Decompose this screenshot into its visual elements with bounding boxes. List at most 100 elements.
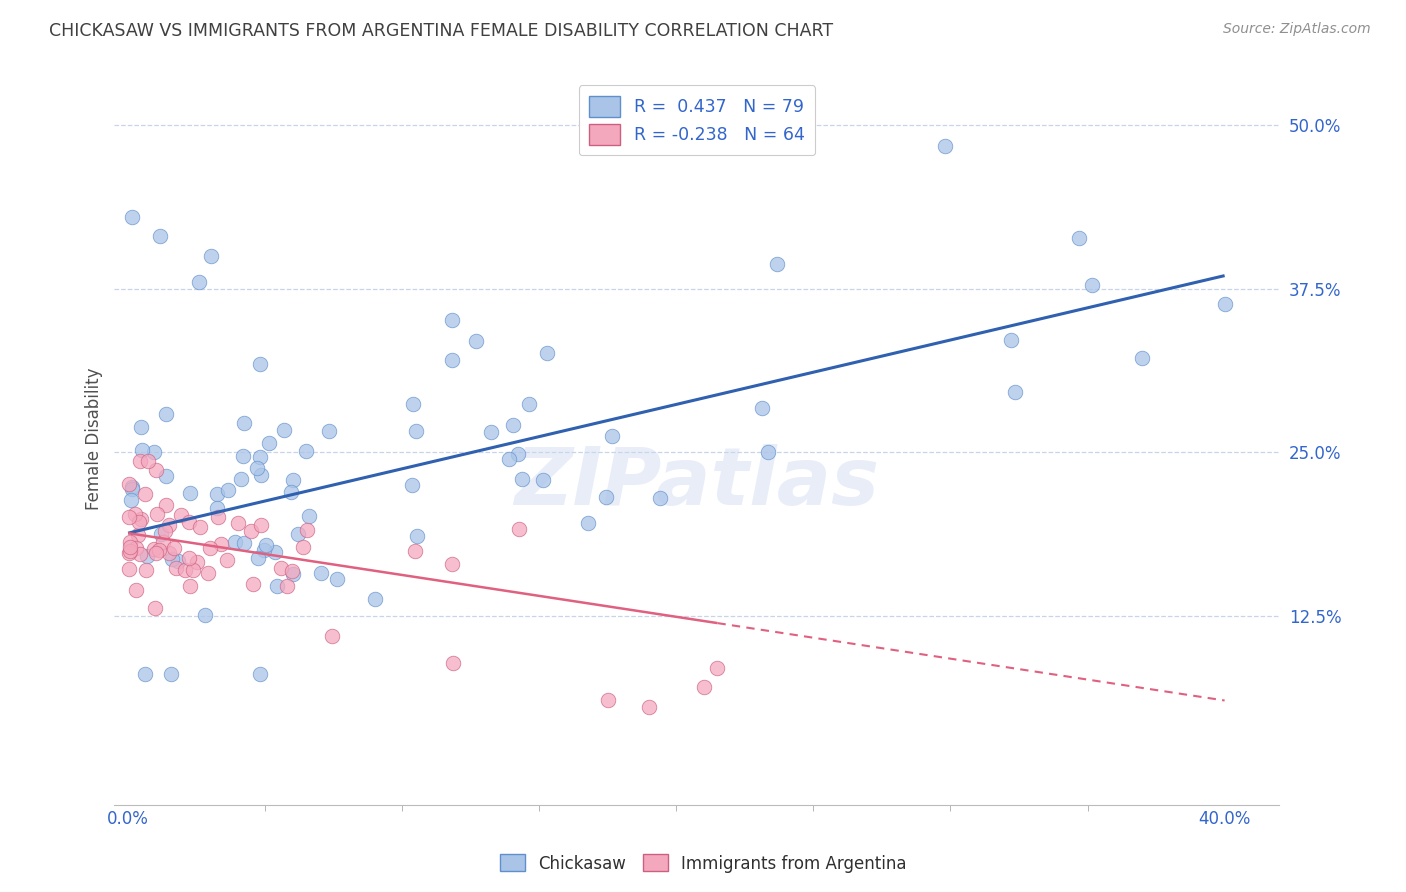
Point [207, 487, 229, 501]
Point [405, 424, 427, 438]
Point [253, 542, 276, 557]
Point [194, 607, 217, 622]
Point [228, 516, 250, 531]
Point [118, 545, 141, 559]
Point [120, 492, 142, 507]
Point [224, 534, 246, 549]
Point [157, 546, 180, 560]
Point [273, 423, 295, 437]
Point [247, 551, 270, 566]
Point [531, 473, 554, 487]
Point [756, 445, 779, 459]
Point [145, 463, 167, 477]
Point [506, 448, 529, 462]
Point [143, 600, 166, 615]
Point [576, 516, 599, 531]
Point [693, 681, 716, 695]
Point [257, 435, 280, 450]
Point [706, 661, 728, 675]
Point [751, 401, 773, 415]
Point [217, 483, 239, 497]
Point [145, 546, 167, 560]
Point [121, 210, 143, 224]
Point [150, 526, 173, 541]
Point [765, 257, 787, 271]
Legend: Chickasaw, Immigrants from Argentina: Chickasaw, Immigrants from Argentina [494, 847, 912, 880]
Point [440, 352, 463, 367]
Point [232, 536, 254, 550]
Point [321, 629, 343, 643]
Point [600, 429, 623, 443]
Point [270, 561, 292, 575]
Point [298, 508, 321, 523]
Point [1081, 278, 1104, 293]
Point [465, 334, 488, 349]
Point [638, 700, 661, 714]
Point [118, 544, 141, 558]
Point [170, 508, 193, 523]
Point [508, 522, 530, 536]
Y-axis label: Female Disability: Female Disability [86, 368, 103, 510]
Point [250, 467, 273, 482]
Point [163, 541, 186, 555]
Point [1067, 231, 1090, 245]
Point [406, 529, 429, 543]
Point [157, 517, 180, 532]
Point [152, 534, 174, 549]
Point [502, 418, 524, 433]
Point [165, 561, 187, 575]
Point [136, 454, 159, 468]
Point [249, 667, 271, 681]
Point [232, 449, 254, 463]
Point [249, 358, 271, 372]
Point [1004, 385, 1026, 400]
Point [215, 553, 238, 567]
Point [146, 507, 169, 521]
Point [125, 541, 148, 556]
Point [276, 579, 298, 593]
Point [142, 541, 165, 556]
Point [266, 579, 288, 593]
Point [128, 515, 150, 529]
Point [183, 562, 205, 576]
Point [124, 507, 146, 521]
Point [401, 478, 423, 492]
Point [246, 461, 269, 475]
Point [129, 454, 152, 468]
Point [167, 554, 190, 568]
Point [254, 538, 277, 552]
Point [441, 313, 464, 327]
Point [200, 249, 222, 263]
Point [1213, 297, 1236, 311]
Point [318, 425, 340, 439]
Point [517, 397, 540, 411]
Point [197, 566, 219, 581]
Point [173, 563, 195, 577]
Point [479, 425, 502, 439]
Point [934, 139, 956, 153]
Point [124, 582, 146, 597]
Point [280, 485, 302, 500]
Point [186, 555, 208, 569]
Point [179, 486, 201, 500]
Point [295, 443, 318, 458]
Point [205, 500, 228, 515]
Point [404, 543, 426, 558]
Point [118, 535, 141, 549]
Point [281, 567, 304, 582]
Point [148, 543, 170, 558]
Point [179, 579, 201, 593]
Point [155, 498, 177, 512]
Point [160, 552, 183, 566]
Point [402, 397, 425, 411]
Point [595, 491, 617, 505]
Point [250, 518, 273, 533]
Point [121, 482, 143, 496]
Point [309, 566, 332, 580]
Legend: R =  0.437   N = 79, R = -0.238   N = 64: R = 0.437 N = 79, R = -0.238 N = 64 [578, 86, 815, 155]
Point [295, 523, 318, 537]
Point [155, 407, 177, 421]
Point [153, 524, 176, 538]
Point [188, 520, 211, 534]
Point [1000, 333, 1022, 347]
